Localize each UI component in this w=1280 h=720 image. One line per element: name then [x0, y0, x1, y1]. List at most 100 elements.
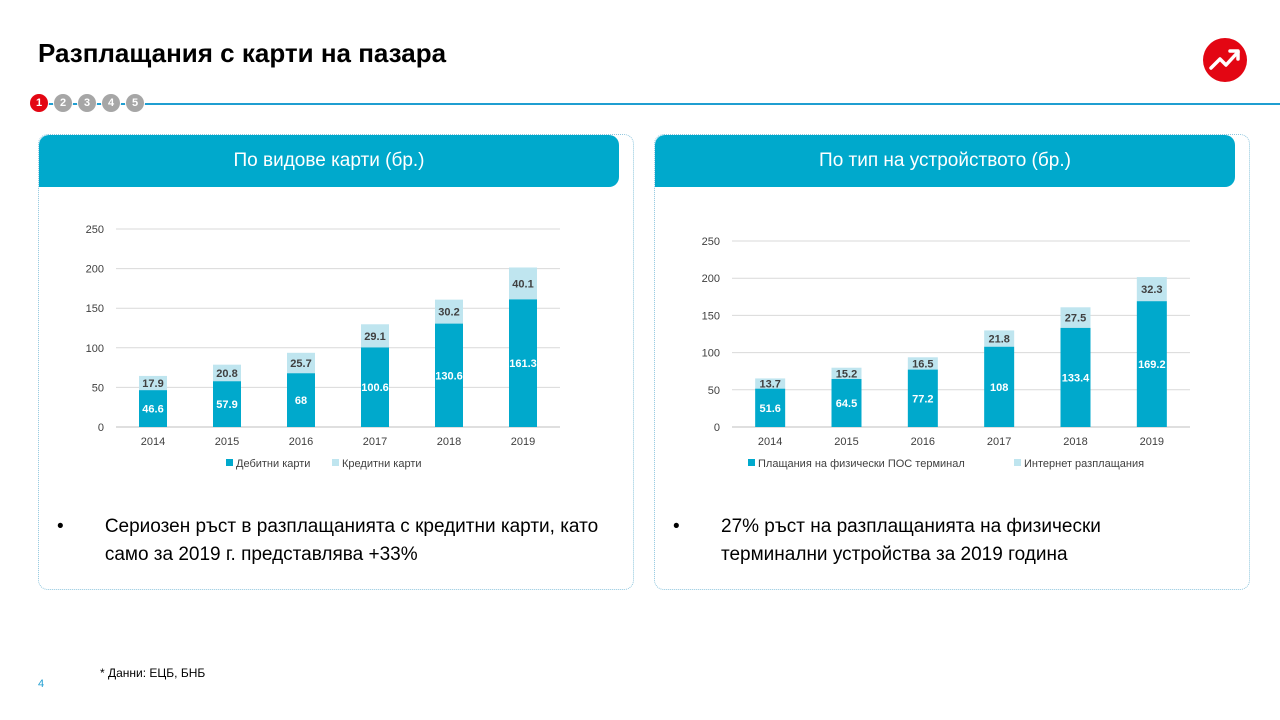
bar-top [509, 267, 537, 300]
header-rule [30, 103, 1280, 105]
x-tick-label: 2014 [141, 436, 165, 448]
data-label: 130.6 [435, 370, 463, 382]
bar-top [755, 378, 786, 389]
legend-swatch [332, 459, 339, 466]
panel-card-types: По видове карти (бр.) 0 50 100 150 200 250 46.… [38, 134, 634, 590]
data-label: 46.6 [142, 404, 163, 416]
bar-top [1136, 277, 1167, 302]
step-3[interactable]: 3 [78, 94, 96, 112]
legend-label: Кредитни карти [342, 458, 422, 470]
bar-base [984, 346, 1015, 427]
bar-base [287, 373, 315, 427]
step-1[interactable]: 1 [30, 94, 48, 112]
data-label: 27.5 [1065, 313, 1086, 325]
step-4[interactable]: 4 [102, 94, 120, 112]
bar-top [287, 352, 315, 374]
x-tick-label: 2018 [437, 436, 461, 448]
data-label: 21.8 [988, 334, 1009, 346]
data-label: 32.3 [1141, 284, 1162, 296]
x-tick-label: 2016 [911, 436, 935, 448]
bullet-dot: • [673, 516, 680, 537]
data-label: 57.9 [216, 399, 237, 411]
bar-top [435, 299, 463, 324]
x-tick-label: 2015 [215, 436, 239, 448]
bar-base [139, 390, 167, 427]
y-tick-label: 250 [86, 224, 104, 236]
bar-base [907, 369, 938, 427]
bar-base [435, 323, 463, 427]
data-label: 77.2 [912, 393, 933, 405]
legend-swatch [748, 459, 755, 466]
bar-top [831, 367, 862, 380]
data-label: 133.4 [1062, 372, 1090, 384]
y-tick-label: 150 [702, 310, 720, 322]
panel-header: По тип на устройството (бр.) [655, 135, 1235, 187]
step-indicator: 1 2 3 4 5 [30, 94, 144, 112]
bar-top [213, 364, 241, 382]
bar-base [361, 347, 389, 427]
bullet-item: • Сериозен ръст в разплащанията с кредит… [53, 513, 613, 569]
data-label: 51.6 [759, 403, 780, 415]
data-label: 40.1 [512, 278, 533, 290]
x-tick-label: 2015 [834, 436, 858, 448]
chart-card-types: 0 50 100 150 200 250 46.6 17.9 2014 57.9 20.8 2015 6… [86, 224, 560, 470]
y-tick-label: 50 [708, 385, 720, 397]
bar-base [755, 388, 786, 427]
page-title: Разплащания с карти на пазара [38, 38, 447, 68]
y-tick-label: 50 [92, 382, 104, 394]
data-label: 169.2 [1138, 359, 1166, 371]
trend-up-arrow-icon [1203, 38, 1247, 82]
x-tick-label: 2017 [987, 436, 1011, 448]
legend-label: Дебитни карти [236, 458, 310, 470]
page-number: 4 [38, 678, 45, 690]
x-tick-label: 2014 [758, 436, 782, 448]
bar-top [361, 324, 389, 348]
chart-device-types: 0 50 100 150 200 250 51.6 13.7 2014 64.5 15.2 2015 7… [702, 236, 1190, 470]
bar-top [1060, 307, 1091, 328]
data-label: 64.5 [836, 398, 857, 410]
bar-base [1060, 327, 1091, 427]
bar-base [213, 381, 241, 427]
data-label: 161.3 [509, 358, 537, 370]
bar-base [831, 379, 862, 427]
footnote: * Данни: ЕЦБ, БНБ [100, 666, 206, 680]
bar-top [139, 375, 167, 391]
bullet-text: 27% ръст на разплащанията на физически т… [721, 516, 1101, 565]
y-tick-label: 0 [714, 422, 720, 434]
x-tick-label: 2017 [363, 436, 387, 448]
y-tick-label: 0 [98, 422, 104, 434]
data-label: 17.9 [142, 378, 163, 390]
y-tick-label: 100 [702, 348, 720, 360]
y-tick-label: 150 [86, 303, 104, 315]
legend-swatch [1014, 459, 1021, 466]
x-tick-label: 2018 [1063, 436, 1087, 448]
legend-label: Интернет разплащания [1024, 458, 1144, 470]
bullet-dot: • [57, 516, 64, 537]
y-tick-label: 200 [702, 273, 720, 285]
data-label: 25.7 [290, 358, 311, 370]
legend-label: Плащания на физически ПОС терминал [758, 458, 965, 470]
y-tick-label: 250 [702, 236, 720, 248]
data-label: 20.8 [216, 368, 237, 380]
bar-top [984, 330, 1015, 347]
data-label: 100.6 [361, 382, 389, 394]
data-label: 68 [295, 395, 307, 407]
x-tick-label: 2016 [289, 436, 313, 448]
panel-device-types: По тип на устройството (бр.) 0 50 100 150 20… [654, 134, 1250, 590]
bar-base [509, 299, 537, 427]
data-label: 29.1 [364, 331, 385, 343]
y-tick-label: 200 [86, 264, 104, 276]
data-label: 15.2 [836, 368, 857, 380]
step-2[interactable]: 2 [54, 94, 72, 112]
step-5[interactable]: 5 [126, 94, 144, 112]
y-tick-label: 100 [86, 343, 104, 355]
data-label: 16.5 [912, 358, 933, 370]
bar-base [1136, 301, 1167, 427]
x-tick-label: 2019 [511, 436, 535, 448]
bar-top [907, 357, 938, 370]
data-label: 13.7 [759, 379, 780, 391]
panel-header: По видове карти (бр.) [39, 135, 619, 187]
bullet-text: Сериозен ръст в разплащанията с кредитни… [104, 516, 599, 565]
bullet-item: • 27% ръст на разплащанията на физически… [669, 513, 1229, 569]
x-tick-label: 2019 [1140, 436, 1164, 448]
